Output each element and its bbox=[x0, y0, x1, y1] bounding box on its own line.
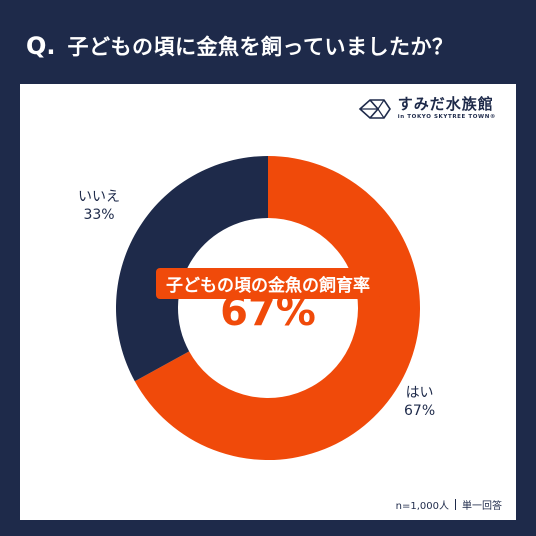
header: Q. 子どもの頃に金魚を飼っていましたか？ bbox=[26, 26, 516, 66]
donut-chart bbox=[116, 156, 420, 460]
footnote-divider bbox=[455, 499, 456, 510]
slice-label-yes-name: はい bbox=[405, 385, 434, 401]
question-mark: Q. bbox=[26, 32, 56, 60]
sample-size: n=1,000人 bbox=[395, 501, 449, 512]
slice-label-no-value: 33% bbox=[83, 207, 115, 224]
slice-label-yes-value: 67% bbox=[404, 403, 436, 420]
center-title: 子どもの頃の金魚の飼育率 bbox=[156, 268, 380, 299]
slice-yes bbox=[134, 156, 420, 460]
slice-label-no: いいえ 33% bbox=[78, 188, 120, 224]
logo-name: すみだ水族館 bbox=[397, 95, 494, 114]
slice-label-no-name: いいえ bbox=[78, 189, 120, 205]
slice-no bbox=[116, 156, 269, 382]
fish-logo-icon bbox=[358, 99, 391, 119]
aquarium-logo: すみだ水族館 in TOKYO SKYTREE TOWN® bbox=[358, 96, 496, 122]
chart-card: すみだ水族館 in TOKYO SKYTREE TOWN® いいえ 33% はい… bbox=[20, 84, 516, 520]
logo-subtitle: in TOKYO SKYTREE TOWN® bbox=[397, 114, 496, 121]
slice-label-yes: はい 67% bbox=[404, 384, 435, 420]
answer-type: 単一回答 bbox=[462, 501, 502, 512]
question-title: 子どもの頃に金魚を飼っていましたか？ bbox=[67, 35, 454, 59]
center-value: 67% bbox=[220, 289, 316, 335]
footnote: n=1,000人 単一回答 bbox=[396, 497, 502, 512]
